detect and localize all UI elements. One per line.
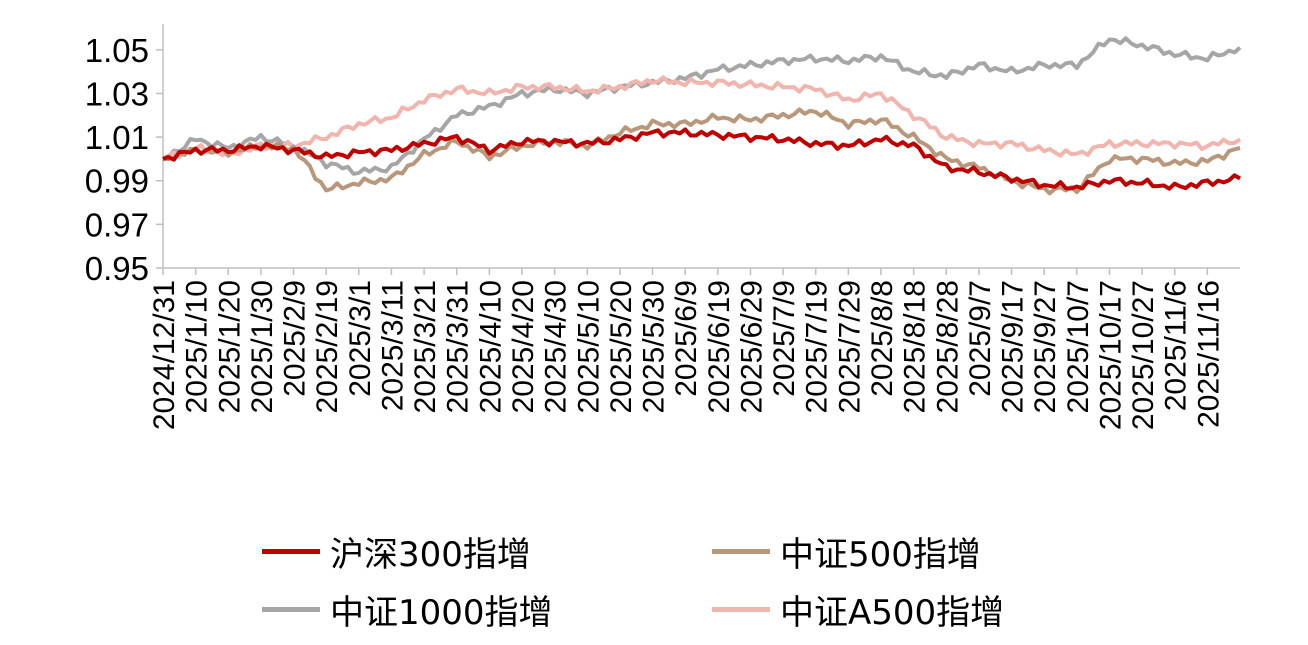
x-tick-label: 2025/2/19	[311, 280, 344, 413]
x-tick-label: 2025/8/8	[866, 280, 899, 397]
x-tick-label: 2025/9/7	[964, 280, 997, 397]
series-lines	[161, 36, 1242, 196]
x-tick-label: 2025/2/9	[279, 280, 312, 397]
series-line-0	[162, 127, 1242, 191]
legend-swatch-zza500	[712, 606, 770, 612]
x-tick-label: 2025/10/7	[1062, 280, 1095, 413]
legend-item-zz1000: 中证1000指增	[262, 584, 553, 634]
x-tick-label: 2025/7/9	[768, 280, 801, 397]
x-tick-label: 2025/10/17	[1094, 280, 1127, 430]
series-line-3	[161, 75, 1242, 161]
legend-item-hs300: 沪深300指增	[262, 526, 531, 576]
x-tick-label: 2025/6/19	[703, 280, 736, 413]
x-axis-ticks: 2024/12/31 2025/1/10 2025/1/20 2025/1/30 202…	[148, 268, 1225, 430]
y-tick-label: 0.99	[85, 163, 149, 200]
legend-swatch-hs300	[262, 548, 320, 554]
x-tick-label: 2025/9/27	[1029, 280, 1062, 413]
x-tick-label: 2025/7/29	[833, 280, 866, 413]
legend-label-hs300: 沪深300指增	[330, 534, 531, 575]
x-tick-label: 2025/3/11	[376, 280, 409, 411]
x-tick-label: 2025/5/10	[572, 280, 605, 413]
x-tick-label: 2025/5/30	[638, 280, 671, 413]
y-tick-label: 1.05	[85, 32, 149, 69]
x-tick-label: 2025/10/27	[1127, 280, 1160, 430]
legend-label-zz1000: 中证1000指增	[330, 592, 553, 633]
line-chart: 1.051.031.010.990.970.95 2024/12/31 2025/…	[85, 24, 1242, 430]
legend-label-zza500: 中证A500指增	[780, 592, 1005, 633]
legend-item-zza500: 中证A500指增	[712, 584, 1004, 634]
y-tick-label: 0.97	[85, 206, 149, 243]
x-tick-label: 2025/11/16	[1192, 280, 1225, 428]
x-tick-label: 2025/4/20	[507, 280, 540, 413]
x-tick-label: 2025/3/31	[442, 280, 475, 413]
legend: 沪深300指增 中证500指增 中证1000指增 中证A500指增	[0, 520, 1308, 645]
chart-axes	[162, 24, 1240, 269]
x-tick-label: 2025/1/10	[181, 280, 214, 413]
x-tick-label: 2025/11/6	[1160, 280, 1193, 411]
legend-label-zz500: 中证500指增	[780, 534, 981, 575]
x-tick-label: 2025/8/28	[931, 280, 964, 413]
x-tick-label: 2025/9/17	[997, 280, 1030, 413]
legend-item-zz500: 中证500指增	[712, 526, 981, 576]
x-tick-label: 2025/8/18	[899, 280, 932, 413]
x-tick-label: 2025/4/30	[540, 280, 573, 413]
x-tick-label: 2025/6/9	[670, 280, 703, 397]
x-tick-label: 2025/1/20	[213, 280, 246, 413]
x-tick-label: 2025/5/20	[605, 280, 638, 413]
x-tick-label: 2025/1/30	[246, 280, 279, 413]
x-tick-label: 2024/12/31	[148, 280, 181, 430]
series-line-1	[162, 107, 1241, 196]
x-tick-label: 2025/3/1	[344, 280, 377, 397]
y-axis-ticks: 1.05 1.03 1.01 0.99 0.97 0.95	[85, 32, 163, 287]
y-tick-label: 0.95	[85, 250, 149, 287]
x-tick-label: 2025/4/10	[474, 280, 507, 413]
x-tick-label: 2025/6/29	[735, 280, 768, 413]
legend-swatch-zz500	[712, 548, 770, 554]
x-tick-label: 2025/3/21	[409, 280, 442, 413]
y-tick-label: 1.03	[85, 75, 149, 112]
x-tick-label: 2025/7/19	[801, 280, 834, 413]
y-tick-label: 1.01	[85, 119, 149, 156]
legend-swatch-zz1000	[262, 606, 320, 612]
series-line-2	[162, 36, 1242, 176]
